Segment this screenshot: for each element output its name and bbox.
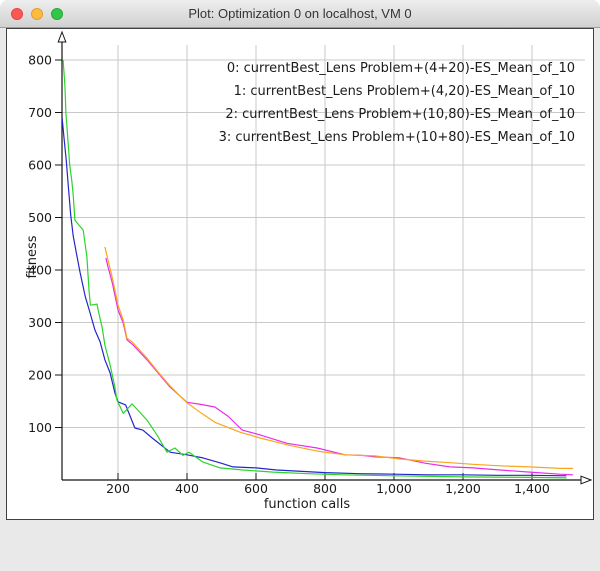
y-tick-label: 300 xyxy=(28,315,52,330)
y-tick-label: 700 xyxy=(28,105,52,120)
y-axis-title: fitness xyxy=(25,235,40,278)
y-tick-label: 500 xyxy=(28,210,52,225)
toolbar: Clear Log/Lin Dump Export... Save as PNG… xyxy=(0,520,600,571)
series-line xyxy=(105,257,574,476)
x-tick-label: 1,000 xyxy=(376,481,412,496)
y-tick-label: 600 xyxy=(28,158,52,173)
minimize-button[interactable] xyxy=(31,8,43,20)
y-tick-label: 800 xyxy=(28,53,52,68)
y-tick-label: 100 xyxy=(28,420,52,435)
zoom-button[interactable] xyxy=(51,8,63,20)
x-tick-label: 1,200 xyxy=(445,481,481,496)
x-tick-label: 1,400 xyxy=(514,481,550,496)
series-line xyxy=(62,59,567,479)
y-axis-arrow-icon xyxy=(57,30,67,43)
legend-entry: 3: currentBest_Lens Problem+(10+80)-ES_M… xyxy=(219,130,575,145)
legend-entry: 2: currentBest_Lens Problem+(10,80)-ES_M… xyxy=(225,107,575,122)
plot-panel: 100 200 300 400 500 600 700 800 200 400 600 800 1,00… xyxy=(6,28,594,520)
legend-entry: 0: currentBest_Lens Problem+(4+20)-ES_Me… xyxy=(227,61,575,76)
y-tick-label: 400 xyxy=(28,263,52,278)
y-tick-label: 200 xyxy=(28,368,52,383)
close-button[interactable] xyxy=(11,8,23,20)
x-axis-arrow-icon xyxy=(580,475,593,485)
legend-entry: 1: currentBest_Lens Problem+(4,20)-ES_Me… xyxy=(234,84,575,99)
titlebar[interactable]: Plot: Optimization 0 on localhost, VM 0 xyxy=(0,0,600,28)
x-tick-label: 800 xyxy=(313,481,337,496)
plot-canvas: 100 200 300 400 500 600 700 800 200 400 600 800 1,00… xyxy=(25,30,593,512)
x-tick-label: 200 xyxy=(106,481,130,496)
x-tick-label: 600 xyxy=(244,481,268,496)
x-tick-label: 400 xyxy=(175,481,199,496)
series-line xyxy=(104,246,574,469)
window-title: Plot: Optimization 0 on localhost, VM 0 xyxy=(188,6,412,21)
x-axis-title: function calls xyxy=(264,497,351,512)
series-line xyxy=(61,117,567,477)
